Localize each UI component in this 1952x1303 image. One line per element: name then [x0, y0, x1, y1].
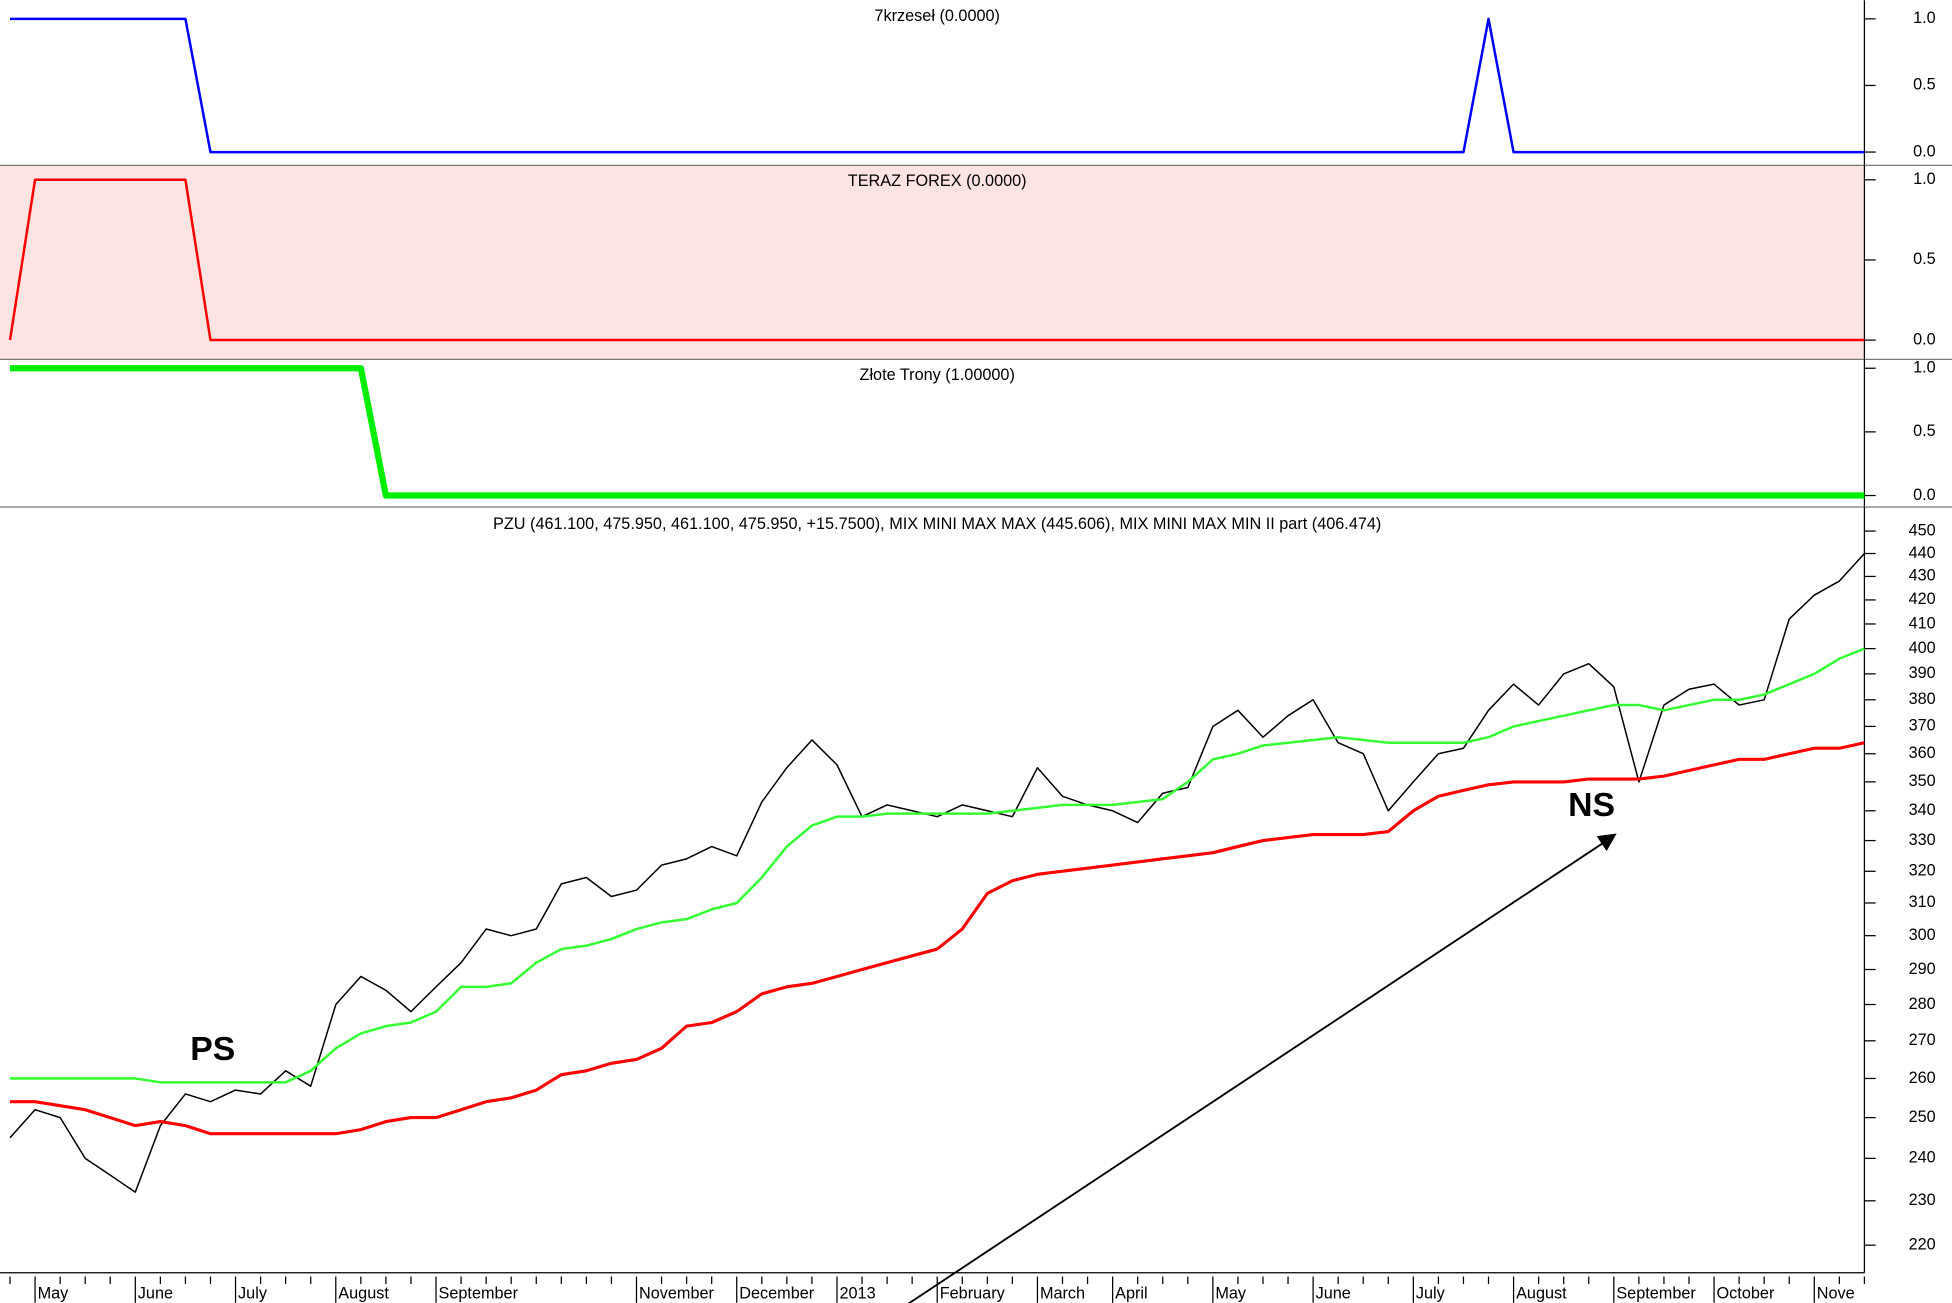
series-line [10, 365, 1865, 499]
x-tick-label: Nove [1817, 1284, 1855, 1302]
y-tick-label: 1.0 [1913, 170, 1936, 188]
annotation: PS [190, 1030, 235, 1068]
x-tick-label: October [1717, 1284, 1775, 1302]
y-tick-label: 240 [1909, 1149, 1936, 1167]
y-tick-label: 290 [1909, 960, 1936, 978]
y-tick-label: 430 [1909, 567, 1936, 585]
x-tick-label: July [238, 1284, 268, 1302]
x-tick-label: September [439, 1284, 519, 1302]
x-tick-label: August [338, 1284, 389, 1302]
y-tick-label: 0.5 [1913, 422, 1936, 440]
y-tick-label: 260 [1909, 1069, 1936, 1087]
panel-title: Złote Trony (1.00000) [860, 366, 1015, 384]
x-tick-label: February [940, 1284, 1006, 1302]
y-tick-label: 450 [1909, 521, 1936, 539]
y-tick-label: 330 [1909, 831, 1936, 849]
panel-background [0, 165, 1865, 360]
y-tick-label: 390 [1909, 664, 1936, 682]
panel-title: 7krzeseł (0.0000) [874, 7, 1000, 25]
x-tick-label: March [1040, 1284, 1085, 1302]
series-line [10, 17, 1865, 154]
y-tick-label: 370 [1909, 717, 1936, 735]
y-tick-label: 1.0 [1913, 359, 1936, 377]
y-tick-label: 230 [1909, 1191, 1936, 1209]
y-tick-label: 310 [1909, 893, 1936, 911]
x-tick-label: September [1616, 1284, 1696, 1302]
x-tick-label: December [739, 1284, 815, 1302]
y-tick-label: 0.5 [1913, 250, 1936, 268]
series-line [8, 178, 1865, 342]
x-tick-label: August [1516, 1284, 1567, 1302]
y-tick-label: 350 [1909, 772, 1936, 790]
y-tick-label: 1.0 [1913, 9, 1936, 27]
series-line [10, 647, 1865, 1084]
y-tick-label: 0.0 [1913, 142, 1936, 160]
y-tick-label: 0.0 [1913, 330, 1936, 348]
arrow-line [907, 841, 1605, 1303]
y-tick-label: 0.5 [1913, 76, 1936, 94]
x-tick-label: June [1316, 1284, 1351, 1302]
panel-title: TERAZ FOREX (0.0000) [848, 172, 1027, 190]
y-tick-label: 360 [1909, 744, 1936, 762]
annotation: NS [1568, 786, 1615, 824]
backgrounds [0, 165, 1865, 360]
x-tick-label: 2013 [839, 1284, 875, 1302]
x-tick-label: November [639, 1284, 715, 1302]
x-tick-label: July [1416, 1284, 1446, 1302]
x-tick-label: May [38, 1284, 70, 1302]
y-tick-label: 0.0 [1913, 486, 1936, 504]
y-tick-label: 440 [1909, 544, 1936, 562]
y-tick-label: 340 [1909, 801, 1936, 819]
x-tick-label: April [1115, 1284, 1148, 1302]
y-tick-label: 320 [1909, 862, 1936, 880]
x-tick-label: June [138, 1284, 173, 1302]
y-tick-label: 420 [1909, 590, 1936, 608]
y-tick-label: 380 [1909, 690, 1936, 708]
series-line [10, 741, 1865, 1136]
series-line [9, 553, 1865, 1193]
y-tick-label: 410 [1909, 614, 1936, 632]
y-tick-label: 300 [1909, 926, 1936, 944]
y-tick-label: 280 [1909, 995, 1936, 1013]
y-tick-label: 400 [1909, 639, 1936, 657]
y-tick-label: 270 [1909, 1031, 1936, 1049]
arrow-head [1596, 833, 1617, 852]
panel-title: PZU (461.100, 475.950, 461.100, 475.950,… [493, 515, 1381, 533]
y-tick-label: 250 [1909, 1108, 1936, 1126]
x-tick-label: May [1215, 1284, 1247, 1302]
y-tick-label: 220 [1909, 1235, 1936, 1253]
